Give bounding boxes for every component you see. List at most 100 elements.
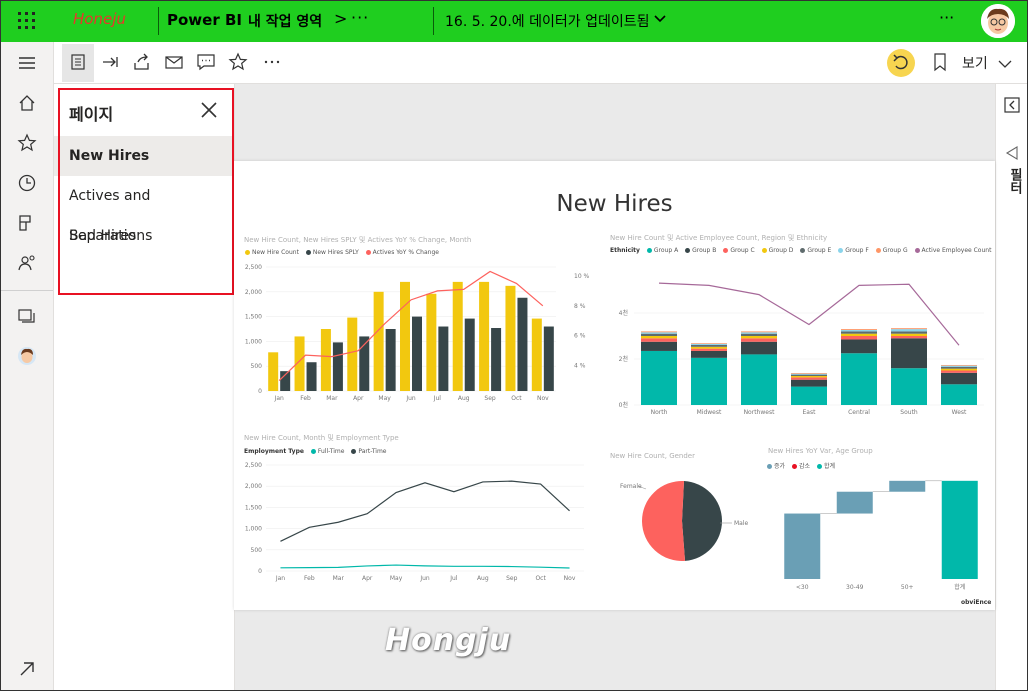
chart2-stacked-bar-chart[interactable]: 0천 2천 4천 North Midwest Northwest East Central So… xyxy=(604,259,989,424)
chart5-legend: 증가 감소 합계 xyxy=(762,461,835,470)
expand-arrow-icon[interactable] xyxy=(17,659,37,679)
pie-label-male: Male xyxy=(734,520,749,527)
y-tick-label: 1,000 xyxy=(245,338,262,345)
stacked-bar-segment xyxy=(641,341,677,351)
recent-clock-icon[interactable] xyxy=(17,173,37,193)
page-item-new-hires[interactable]: New Hires xyxy=(54,136,234,176)
bar-new-hires-sply xyxy=(332,342,343,391)
filters-rail: 필터 xyxy=(995,84,1027,690)
pages-pane: 페이지 New Hires Actives and Separations Ba… xyxy=(54,84,235,690)
favorite-star-icon[interactable] xyxy=(228,52,248,72)
x-tick-label: Apr xyxy=(362,575,373,582)
legend-part-time: Part-Time xyxy=(358,448,387,455)
bar-new-hire-count xyxy=(268,352,279,391)
stacked-bar-segment xyxy=(841,353,877,405)
view-menu-button[interactable]: 보기 xyxy=(962,53,1012,73)
user-avatar-icon xyxy=(981,4,1015,38)
page-item-bad-hires[interactable]: Bad Hires xyxy=(69,228,137,244)
y2-tick-label: 4 % xyxy=(574,363,586,370)
workspace-breadcrumb[interactable]: 내 작업 영역 xyxy=(248,14,323,30)
left-nav-rail xyxy=(1,42,54,690)
export-arrow-icon[interactable] xyxy=(100,52,120,72)
more-options-icon[interactable] xyxy=(262,52,282,72)
line-full-time xyxy=(280,564,570,569)
mail-icon[interactable] xyxy=(164,52,184,72)
x-tick-label: Sep xyxy=(506,575,518,582)
legend-group-a: Group A xyxy=(653,247,679,254)
shared-with-me-icon[interactable] xyxy=(17,253,37,273)
chevron-down-icon xyxy=(998,60,1012,68)
stacked-bar-segment xyxy=(891,331,927,334)
more-options-button[interactable]: ··· xyxy=(939,8,955,27)
chart4-pie-chart[interactable]: Female Male xyxy=(610,461,760,581)
legend-group-b: Group B xyxy=(692,247,717,254)
chart1-combo-chart[interactable]: 0 500 1,000 1,500 2,000 2,500 4 % 6 % 8 % 10 % Jan… xyxy=(234,259,594,409)
bar-new-hires-sply xyxy=(517,297,528,391)
comment-icon[interactable] xyxy=(196,52,216,72)
apps-icon[interactable] xyxy=(17,213,37,233)
legend-new-hire-count: New Hire Count xyxy=(252,249,299,256)
bar-new-hires-sply xyxy=(491,328,502,391)
bar-new-hires-sply xyxy=(306,362,317,391)
stacked-bar-segment xyxy=(641,336,677,339)
app-name[interactable]: Power BI xyxy=(167,11,242,29)
bar-new-hire-count xyxy=(347,317,358,391)
data-updated-status[interactable]: 16. 5. 20.에 데이터가 업데이트됨 xyxy=(445,14,650,30)
share-icon[interactable] xyxy=(132,52,152,72)
page-item-actives-and-separations[interactable]: Actives and Separations xyxy=(69,188,153,244)
stacked-bar-segment xyxy=(691,348,727,351)
undo-icon xyxy=(893,54,908,70)
bar-new-hire-count xyxy=(426,293,437,391)
filters-label[interactable]: 필터 xyxy=(1007,168,1022,194)
x-tick-label: Jan xyxy=(274,395,284,402)
favorites-star-icon[interactable] xyxy=(17,133,37,153)
legend-title-employment-type: Employment Type xyxy=(244,448,304,455)
bar-new-hires-sply xyxy=(385,329,396,391)
stacked-bar-segment xyxy=(891,329,927,332)
my-workspace-avatar-icon[interactable] xyxy=(17,346,37,366)
x-tick-label: Jan xyxy=(275,575,285,582)
stacked-bar-segment xyxy=(791,379,827,387)
bookmark-icon[interactable] xyxy=(930,52,950,72)
bar-new-hires-sply xyxy=(438,326,449,391)
y-tick-label: 0 xyxy=(258,388,262,395)
bar-new-hire-count xyxy=(294,336,305,391)
x-tick-label: Central xyxy=(848,409,870,416)
stacked-bar-segment xyxy=(941,384,977,405)
hamburger-menu-icon[interactable] xyxy=(17,53,37,73)
stacked-bar-segment xyxy=(791,376,827,378)
chevron-down-icon[interactable] xyxy=(653,12,667,26)
stacked-bar-segment xyxy=(941,372,977,385)
expand-filters-icon[interactable] xyxy=(1004,97,1020,113)
footer-logo: obviEnce xyxy=(961,599,992,606)
stacked-bar-segment xyxy=(741,354,777,405)
x-tick-label: May xyxy=(378,395,391,402)
avatar[interactable] xyxy=(981,4,1015,38)
home-icon[interactable] xyxy=(17,93,37,113)
legend-title-ethnicity: Ethnicity xyxy=(610,247,640,254)
breadcrumb-more-button[interactable]: ··· xyxy=(351,8,370,27)
divider xyxy=(433,7,434,35)
stacked-bar-segment xyxy=(941,366,977,369)
stacked-bar-segment xyxy=(791,373,827,374)
legend-group-f: Group F xyxy=(845,247,869,254)
stacked-bar-segment xyxy=(891,333,927,336)
legend-increase: 증가 xyxy=(774,463,786,470)
workspaces-icon[interactable] xyxy=(17,306,37,326)
x-tick-label: 50+ xyxy=(901,584,914,591)
close-icon[interactable] xyxy=(200,101,218,119)
stacked-bar-segment xyxy=(841,330,877,332)
chart5-waterfall-chart[interactable]: <30 30-49 50+ 합계 xyxy=(770,471,990,593)
stacked-bar-segment xyxy=(691,357,727,405)
x-tick-label: 30-49 xyxy=(846,584,864,591)
chart3-line-chart[interactable]: 0 500 1,000 1,500 2,000 2,500 Jan Feb Mar Apr May J… xyxy=(234,459,594,587)
waterfall-bar xyxy=(784,513,821,579)
reset-button[interactable] xyxy=(887,49,915,77)
chart3-legend: Employment Type Full-Time Part-Time xyxy=(244,448,387,455)
stacked-bar-segment xyxy=(941,368,977,371)
pages-list-icon[interactable] xyxy=(68,52,88,72)
app-launcher-icon[interactable] xyxy=(17,11,37,31)
stacked-bar-segment xyxy=(841,333,877,336)
stacked-bar-segment xyxy=(641,338,677,342)
waterfall-bar xyxy=(889,480,926,492)
